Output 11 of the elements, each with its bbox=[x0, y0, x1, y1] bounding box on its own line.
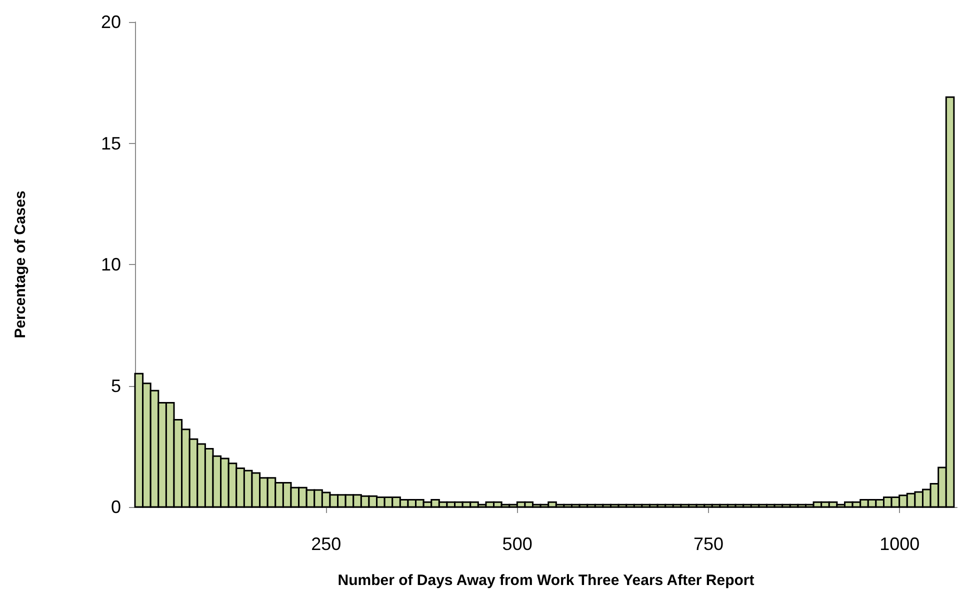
x-tick-label: 250 bbox=[311, 534, 342, 554]
x-axis-title: Number of Days Away from Work Three Years After Report bbox=[338, 572, 754, 589]
y-tick-label: 0 bbox=[110, 497, 121, 517]
x-tick-label: 1000 bbox=[880, 534, 920, 554]
x-tick-label: 500 bbox=[502, 534, 532, 554]
y-tick-label: 20 bbox=[100, 12, 121, 32]
x-tick-label: 750 bbox=[693, 534, 724, 554]
y-tick-label: 15 bbox=[100, 133, 121, 154]
y-tick-label: 5 bbox=[110, 376, 121, 396]
y-axis-title: Percentage of Cases bbox=[12, 190, 29, 338]
y-tick-label: 10 bbox=[100, 254, 121, 274]
